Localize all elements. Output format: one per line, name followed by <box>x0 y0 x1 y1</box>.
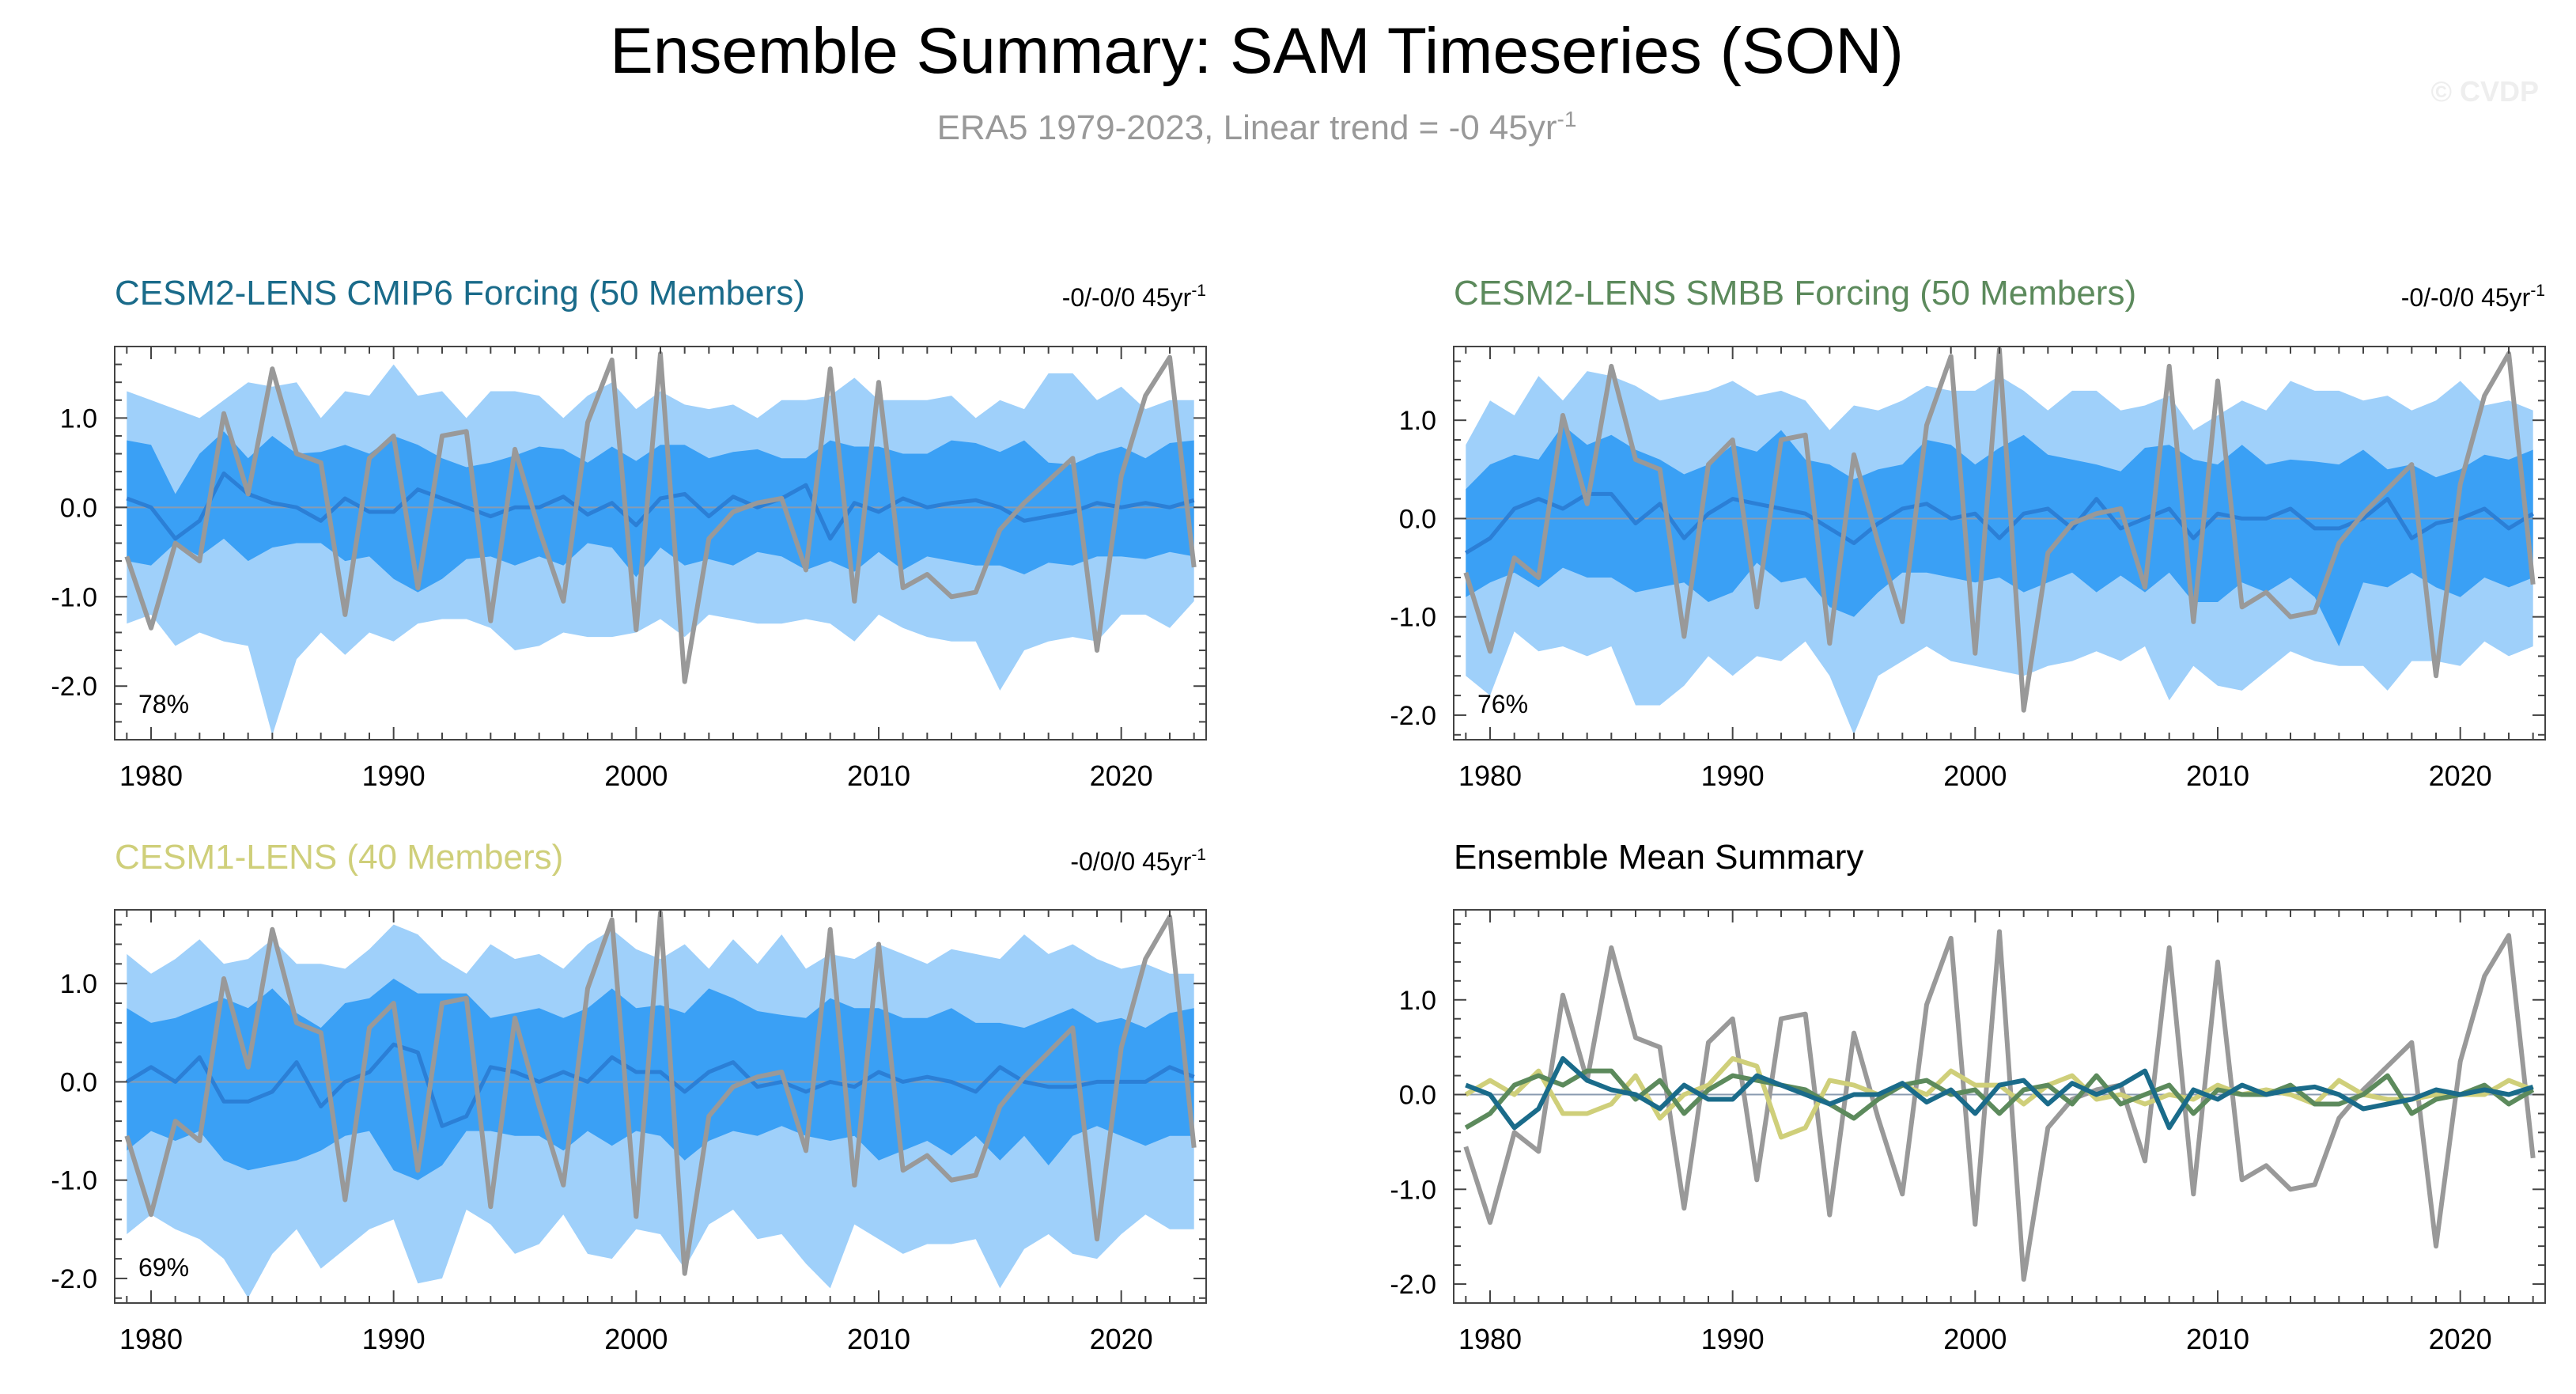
percent-label: 78% <box>138 690 189 718</box>
plot-area <box>115 910 1206 1298</box>
x-tick-label: 2000 <box>1943 1323 2007 1355</box>
trend-label: -0/0/0 45yr-1 <box>1070 846 1206 876</box>
y-tick-label: 1.0 <box>1399 986 1436 1016</box>
y-tick-label: 1.0 <box>1399 406 1436 436</box>
panel-title: CESM1-LENS (40 Members) <box>115 838 563 877</box>
series-line-3 <box>1465 1056 2534 1131</box>
panel-title: CESM2-LENS CMIP6 Forcing (50 Members) <box>115 274 805 313</box>
figure-title: Ensemble Summary: SAM Timeseries (SON) <box>610 15 1904 87</box>
panels: CESM2-LENS CMIP6 Forcing (50 Members) -0/… <box>51 274 2546 1355</box>
subtitle-superscript: -1 <box>1557 107 1577 131</box>
percent-label: 69% <box>138 1253 189 1282</box>
x-tick-label: 1980 <box>1458 1323 1522 1355</box>
x-tick-label: 2000 <box>1943 760 2007 792</box>
trend-superscript: -1 <box>2530 282 2545 300</box>
x-tick-label: 1990 <box>1701 1323 1765 1355</box>
y-tick-label: -2.0 <box>1390 1270 1436 1300</box>
ensemble-mean-line <box>126 471 1195 541</box>
x-tick-label: 1980 <box>1458 760 1522 792</box>
trend-label: -0/-0/0 45yr-1 <box>1062 282 1206 312</box>
y-tick-label: 1.0 <box>60 969 97 999</box>
x-tick-label: 2010 <box>2186 760 2249 792</box>
y-tick-label: 0.0 <box>1399 504 1436 534</box>
x-tick-label: 2020 <box>2429 760 2492 792</box>
x-tick-label: 2010 <box>847 760 910 792</box>
x-tick-label: 2020 <box>1090 1323 1153 1355</box>
x-tick-label: 2020 <box>2429 1323 2492 1355</box>
x-tick-label: 1980 <box>119 760 183 792</box>
trend-text: -0/-0/0 45yr <box>2401 283 2531 312</box>
percent-label: 76% <box>1477 690 1528 718</box>
figure-subtitle: ERA5 1979-2023, Linear trend = -0 45yr-1 <box>937 107 1577 147</box>
panel-title: Ensemble Mean Summary <box>1454 838 1863 877</box>
series-line-2 <box>1464 1068 2535 1130</box>
trend-superscript: -1 <box>1191 846 1206 864</box>
inner-spread-band <box>127 431 1194 593</box>
y-tick-label: 0.0 <box>60 493 97 523</box>
x-tick-label: 2020 <box>1090 760 1153 792</box>
panel-cesm1: CESM1-LENS (40 Members) -0/0/0 45yr-1 69% 1… <box>51 838 1207 1355</box>
trend-text: -0/0/0 45yr <box>1070 847 1191 876</box>
trend-superscript: -1 <box>1191 282 1206 300</box>
x-tick-label: 1980 <box>119 1323 183 1355</box>
plot-area <box>1454 347 2545 735</box>
x-tick-label: 1990 <box>362 1323 426 1355</box>
ensemble-mean-line <box>126 1042 1195 1128</box>
y-tick-label: 0.0 <box>1399 1081 1436 1111</box>
trend-label: -0/-0/0 45yr-1 <box>2401 282 2545 312</box>
inner-spread-band <box>127 979 1194 1180</box>
watermark: © CVDP <box>2430 75 2539 108</box>
y-tick-label: 0.0 <box>60 1067 97 1097</box>
y-tick-label: -1.0 <box>1390 603 1436 633</box>
y-tick-label: -2.0 <box>51 672 97 702</box>
x-tick-label: 2000 <box>604 760 668 792</box>
y-tick-label: -2.0 <box>51 1264 97 1294</box>
x-tick-label: 1990 <box>1701 760 1765 792</box>
y-tick-label: -1.0 <box>51 1166 97 1196</box>
plot-area <box>1454 929 2545 1282</box>
plot-area <box>115 351 1206 736</box>
panel-summary: Ensemble Mean Summary 1980 1990 2000 2010 202… <box>1390 838 2546 1355</box>
y-tick-label: -1.0 <box>1390 1175 1436 1205</box>
panel-cmip6: CESM2-LENS CMIP6 Forcing (50 Members) -0/… <box>51 274 1207 792</box>
x-tick-label: 1990 <box>362 760 426 792</box>
panel-title: CESM2-LENS SMBB Forcing (50 Members) <box>1454 274 2136 313</box>
subtitle-text: ERA5 1979-2023, Linear trend = -0 45yr <box>937 108 1557 147</box>
x-tick-label: 2000 <box>604 1323 668 1355</box>
panel-smbb: CESM2-LENS SMBB Forcing (50 Members) -0/-… <box>1390 274 2546 792</box>
y-tick-label: 1.0 <box>60 403 97 434</box>
y-tick-label: -2.0 <box>1390 701 1436 731</box>
trend-text: -0/-0/0 45yr <box>1062 283 1192 312</box>
x-tick-label: 2010 <box>2186 1323 2249 1355</box>
x-tick-label: 2010 <box>847 1323 910 1355</box>
y-tick-label: -1.0 <box>51 582 97 612</box>
